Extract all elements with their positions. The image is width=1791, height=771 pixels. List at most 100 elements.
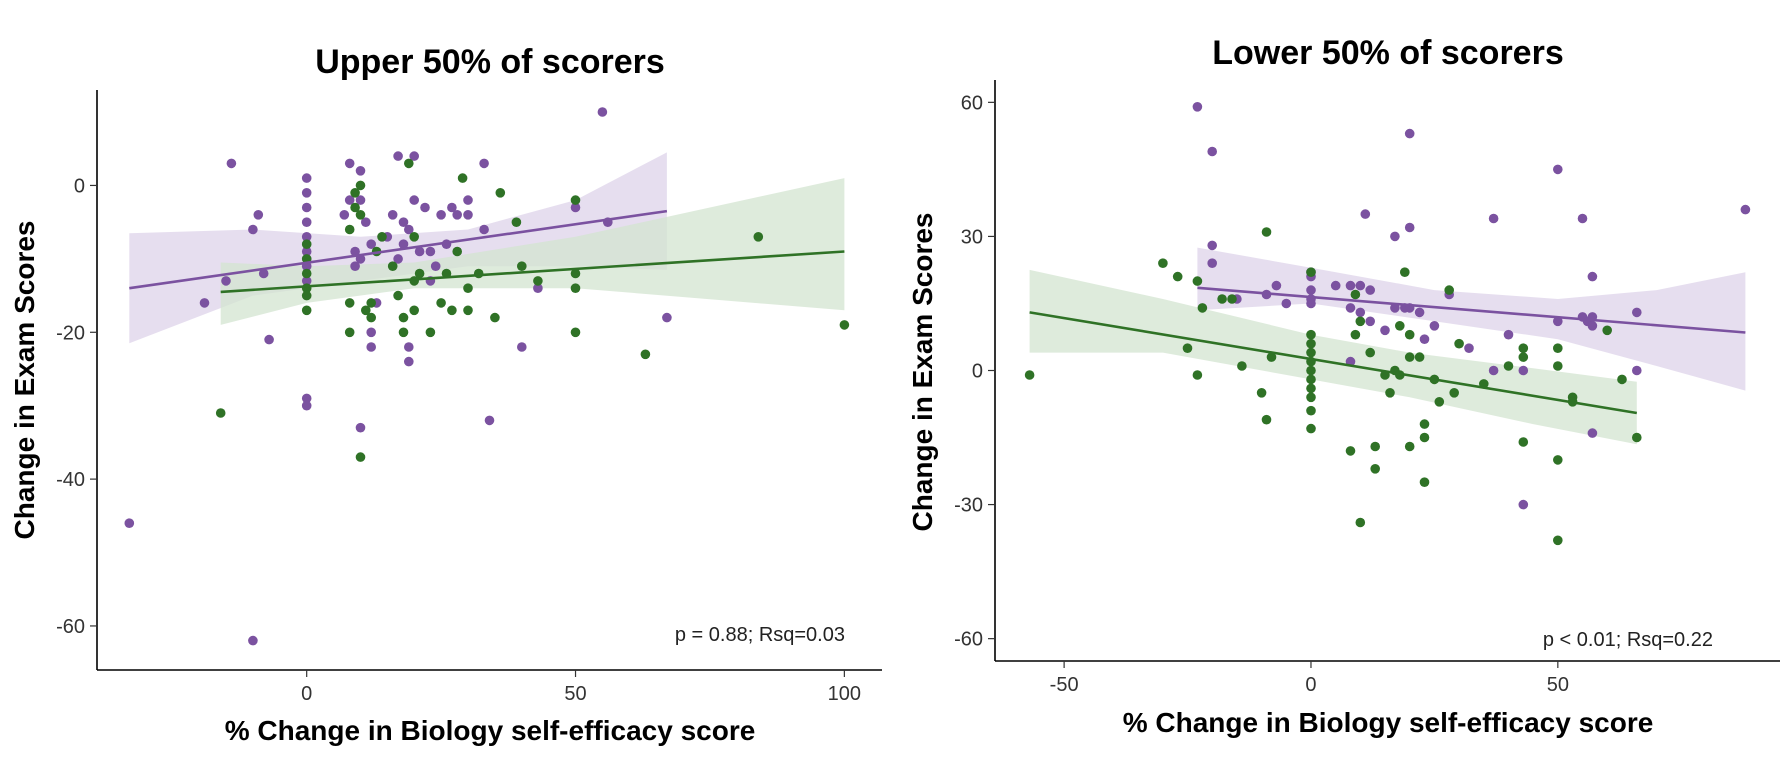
green-data-point: [640, 349, 651, 360]
green-data-point: [1306, 405, 1316, 416]
purple-data-point: [253, 210, 264, 220]
green-data-point: [1414, 352, 1425, 362]
y-tick-label: -30: [954, 495, 983, 517]
purple-data-point: [1345, 303, 1356, 313]
purple-data-point: [1429, 321, 1440, 331]
purple-data-point: [355, 195, 366, 205]
purple-data-point: [479, 224, 489, 235]
purple-data-point: [447, 202, 457, 213]
purple-data-point: [1464, 343, 1474, 354]
green-data-point: [1197, 303, 1208, 313]
purple-data-point: [1360, 209, 1371, 219]
purple-data-point: [414, 246, 425, 257]
y-tick-label: 0: [972, 361, 983, 383]
purple-data-point: [1271, 280, 1282, 291]
green-data-point: [1365, 347, 1375, 358]
purple-data-point: [301, 232, 312, 242]
purple-data-point: [124, 518, 135, 528]
purple-data-point: [404, 224, 414, 235]
purple-data-point: [1390, 231, 1400, 242]
purple-data-point: [301, 246, 312, 257]
green-data-point: [517, 261, 527, 272]
purple-data-point: [355, 166, 366, 176]
purple-data-point: [301, 276, 312, 286]
purple-data-point: [1503, 329, 1514, 340]
x-tick-label: 0: [301, 683, 312, 705]
chart-title: Lower 50% of scorers: [1212, 34, 1563, 72]
green-data-point: [1503, 361, 1514, 371]
purple-data-point: [1355, 280, 1366, 291]
green-data-point: [355, 452, 366, 462]
green-data-point: [1350, 329, 1361, 340]
chart-title: Upper 50% of scorers: [315, 43, 665, 81]
green-data-point: [1306, 374, 1316, 385]
green-data-point: [463, 305, 473, 316]
purple-data-point: [425, 246, 436, 257]
purple-data-point: [366, 239, 377, 249]
green-data-point: [1632, 432, 1642, 443]
x-axis-title: % Change in Biology self-efficacy score: [1123, 707, 1654, 738]
purple-data-point: [1306, 285, 1316, 295]
lower-scorers-panel: Lower 50% of scorers -50 0 50 60300-30-60 …: [907, 34, 1780, 738]
green-data-point: [1227, 294, 1237, 304]
green-data-point: [1400, 267, 1410, 278]
green-data-point: [1182, 343, 1193, 354]
green-data-point: [1306, 329, 1316, 340]
green-data-point: [495, 188, 506, 198]
green-data-point: [570, 195, 581, 205]
green-data-point: [1306, 423, 1316, 434]
purple-data-point: [404, 342, 414, 352]
purple-data-point: [1632, 365, 1642, 376]
y-tick-label: -60: [56, 616, 85, 638]
green-data-point: [1444, 285, 1454, 295]
green-data-point: [1261, 227, 1272, 237]
y-tick-label: 60: [961, 92, 983, 114]
purple-data-point: [1345, 280, 1356, 291]
y-tick-label: -40: [56, 469, 85, 491]
purple-data-point: [420, 202, 430, 213]
green-data-point: [355, 210, 366, 220]
purple-data-point: [1632, 307, 1642, 318]
green-data-point: [1419, 419, 1430, 429]
green-data-point: [1454, 338, 1464, 349]
purple-data-point: [436, 210, 446, 220]
purple-data-point: [404, 356, 414, 367]
green-data-point: [1518, 343, 1529, 354]
confidence-bands: [129, 152, 845, 344]
x-axis-ticks: 0 50 100: [301, 670, 861, 705]
green-data-point: [301, 239, 312, 249]
purple-data-point: [393, 151, 403, 161]
green-data-point: [1385, 388, 1395, 398]
green-data-point: [361, 305, 371, 316]
purple-data-point: [1518, 365, 1529, 376]
green-data-point: [1518, 352, 1529, 362]
purple-data-point: [1330, 280, 1341, 291]
green-data-point: [452, 246, 463, 257]
x-tick-label: 100: [828, 683, 861, 705]
green-data-point: [457, 173, 468, 183]
purple-data-point: [1306, 298, 1316, 309]
purple-data-point: [1740, 204, 1751, 215]
purple-data-point: [264, 334, 274, 345]
purple-data-point: [398, 217, 409, 227]
green-data-point: [1518, 437, 1529, 447]
purple-data-point: [484, 415, 495, 426]
purple-data-point: [597, 107, 608, 117]
green-data-point: [1158, 258, 1168, 269]
purple-data-point: [1404, 128, 1415, 139]
green-data-point: [1419, 432, 1430, 443]
purple-data-point: [1419, 334, 1430, 345]
purple-data-point: [463, 195, 473, 205]
purple-data-point: [248, 635, 258, 646]
purple-data-point: [301, 173, 312, 183]
purple-data-point: [1207, 146, 1217, 157]
green-data-point: [1404, 441, 1415, 452]
green-data-point: [533, 276, 543, 286]
green-data-point: [1345, 446, 1356, 456]
green-data-point: [1266, 352, 1277, 362]
purple-data-point: [1587, 271, 1598, 282]
purple-data-point: [355, 422, 366, 433]
purple-data-point: [452, 210, 463, 220]
green-data-point: [387, 261, 398, 272]
